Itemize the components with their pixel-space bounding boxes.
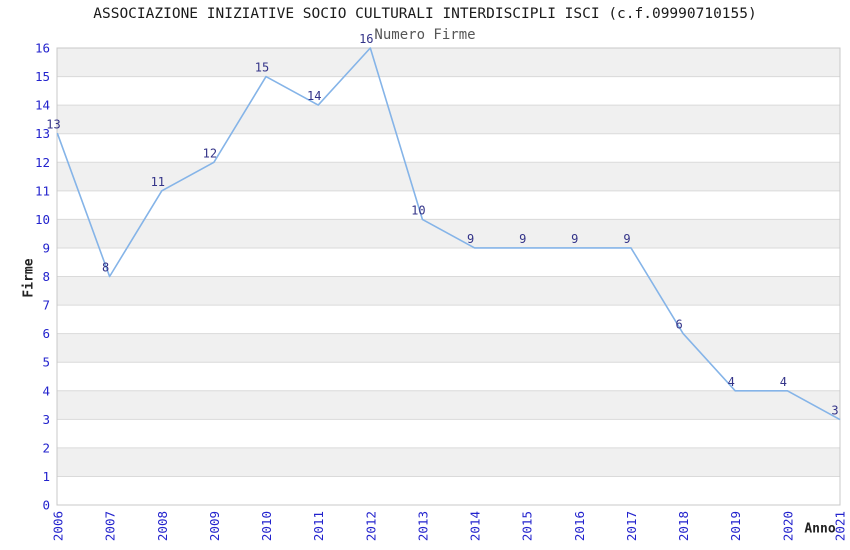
y-tick-label: 15 <box>35 69 50 84</box>
x-tick-label: 2016 <box>572 511 587 541</box>
x-axis-label: Anno <box>804 521 836 537</box>
x-tick-label: 2011 <box>311 511 326 541</box>
y-tick-label: 16 <box>35 41 50 56</box>
point-label: 4 <box>780 375 787 389</box>
y-axis-label: Firme <box>21 258 37 298</box>
point-label: 8 <box>102 261 109 275</box>
x-tick-label: 2020 <box>780 511 795 541</box>
grid-band <box>57 276 840 306</box>
y-tick-label: 4 <box>42 383 50 398</box>
y-tick-label: 6 <box>42 326 50 341</box>
point-label: 13 <box>46 118 60 132</box>
y-tick-label: 5 <box>42 355 50 370</box>
y-tick-label: 0 <box>42 498 50 513</box>
y-tick-label: 2 <box>42 440 50 455</box>
x-tick-label: 2010 <box>259 511 274 541</box>
point-label: 9 <box>467 232 474 246</box>
y-tick-label: 13 <box>35 126 50 141</box>
grid-band <box>57 390 840 420</box>
x-tick-label: 2006 <box>51 511 66 541</box>
point-label: 14 <box>307 89 321 103</box>
x-tick-label: 2015 <box>520 511 535 541</box>
plot-border <box>56 47 841 506</box>
chart-title: ASSOCIAZIONE INIZIATIVE SOCIO CULTURALI … <box>93 6 757 22</box>
grid-band <box>57 333 840 363</box>
point-label: 12 <box>203 146 217 160</box>
point-label: 4 <box>728 375 735 389</box>
point-label: 9 <box>519 232 526 246</box>
point-label: 10 <box>411 203 425 217</box>
x-tick-label: 2021 <box>833 511 848 541</box>
y-tick-label: 3 <box>42 412 50 427</box>
point-label: 6 <box>675 318 682 332</box>
y-tick-label: 10 <box>35 212 50 227</box>
y-tick-label: 14 <box>35 98 50 113</box>
x-tick-label: 2018 <box>676 511 691 541</box>
y-tick-label: 12 <box>35 155 50 170</box>
x-tick-label: 2007 <box>103 511 118 541</box>
grid-band <box>57 105 840 134</box>
x-tick-label: 2008 <box>155 511 170 541</box>
y-tick-label: 11 <box>35 183 50 198</box>
x-tick-label: 2013 <box>415 511 430 541</box>
point-label: 3 <box>831 403 838 417</box>
series-line <box>56 47 841 421</box>
chart-subtitle: Numero Firme <box>374 27 476 43</box>
y-tick-label: 7 <box>42 298 50 313</box>
point-label: 9 <box>623 232 630 246</box>
x-tick-label: 2019 <box>728 511 743 541</box>
x-tick-label: 2009 <box>207 511 222 541</box>
point-label: 16 <box>359 32 373 46</box>
point-label: 9 <box>571 232 578 246</box>
grid-band <box>57 447 840 477</box>
point-label: 11 <box>151 175 165 189</box>
y-tick-label: 9 <box>42 240 50 255</box>
x-tick-label: 2017 <box>624 511 639 541</box>
point-label: 15 <box>255 61 269 75</box>
y-tick-label: 8 <box>42 269 50 284</box>
x-tick-label: 2014 <box>468 511 483 541</box>
y-tick-label: 1 <box>42 469 50 484</box>
grid-band <box>57 162 840 191</box>
x-tick-label: 2012 <box>363 511 378 541</box>
grid-band <box>57 48 840 77</box>
